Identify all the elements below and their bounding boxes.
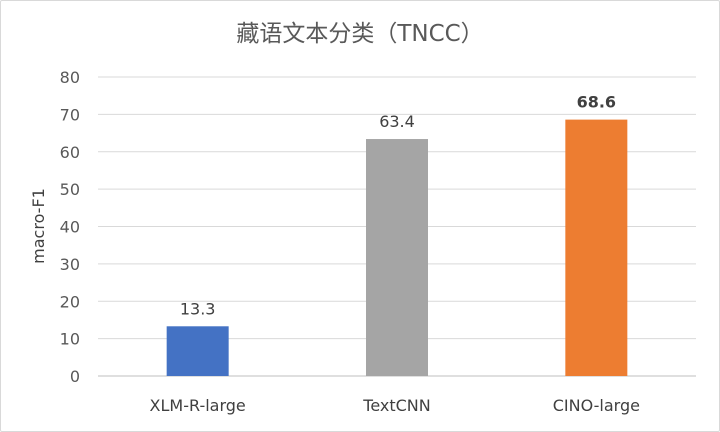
- data-label: 63.4: [379, 112, 415, 131]
- bar: [366, 139, 428, 376]
- x-axis-categories: XLM-R-large TextCNN CINO-large: [150, 396, 640, 415]
- y-axis-label: macro-F1: [29, 188, 48, 264]
- y-tick-label: 70: [60, 105, 80, 124]
- y-tick-label: 40: [60, 218, 80, 237]
- y-tick-label: 0: [70, 367, 80, 386]
- bars: [166, 119, 628, 377]
- y-tick-label: 80: [60, 68, 80, 87]
- x-category-label: TextCNN: [362, 396, 430, 415]
- x-category-label: CINO-large: [553, 396, 640, 415]
- chart-title: 藏语文本分类（TNCC）: [236, 21, 484, 47]
- y-axis-ticks: 0 10 20 30 40 50 60 70 80: [60, 68, 80, 386]
- data-label: 13.3: [180, 299, 216, 318]
- y-tick-label: 20: [60, 292, 80, 311]
- data-label: 68.6: [577, 93, 616, 112]
- x-category-label: XLM-R-large: [150, 396, 246, 415]
- bar: [565, 119, 628, 377]
- y-tick-label: 60: [60, 143, 80, 162]
- bar: [166, 326, 229, 376]
- data-labels: 13.3 63.4 68.6: [180, 93, 616, 319]
- y-tick-label: 10: [60, 330, 80, 349]
- y-tick-label: 50: [60, 180, 80, 199]
- y-tick-label: 30: [60, 255, 80, 274]
